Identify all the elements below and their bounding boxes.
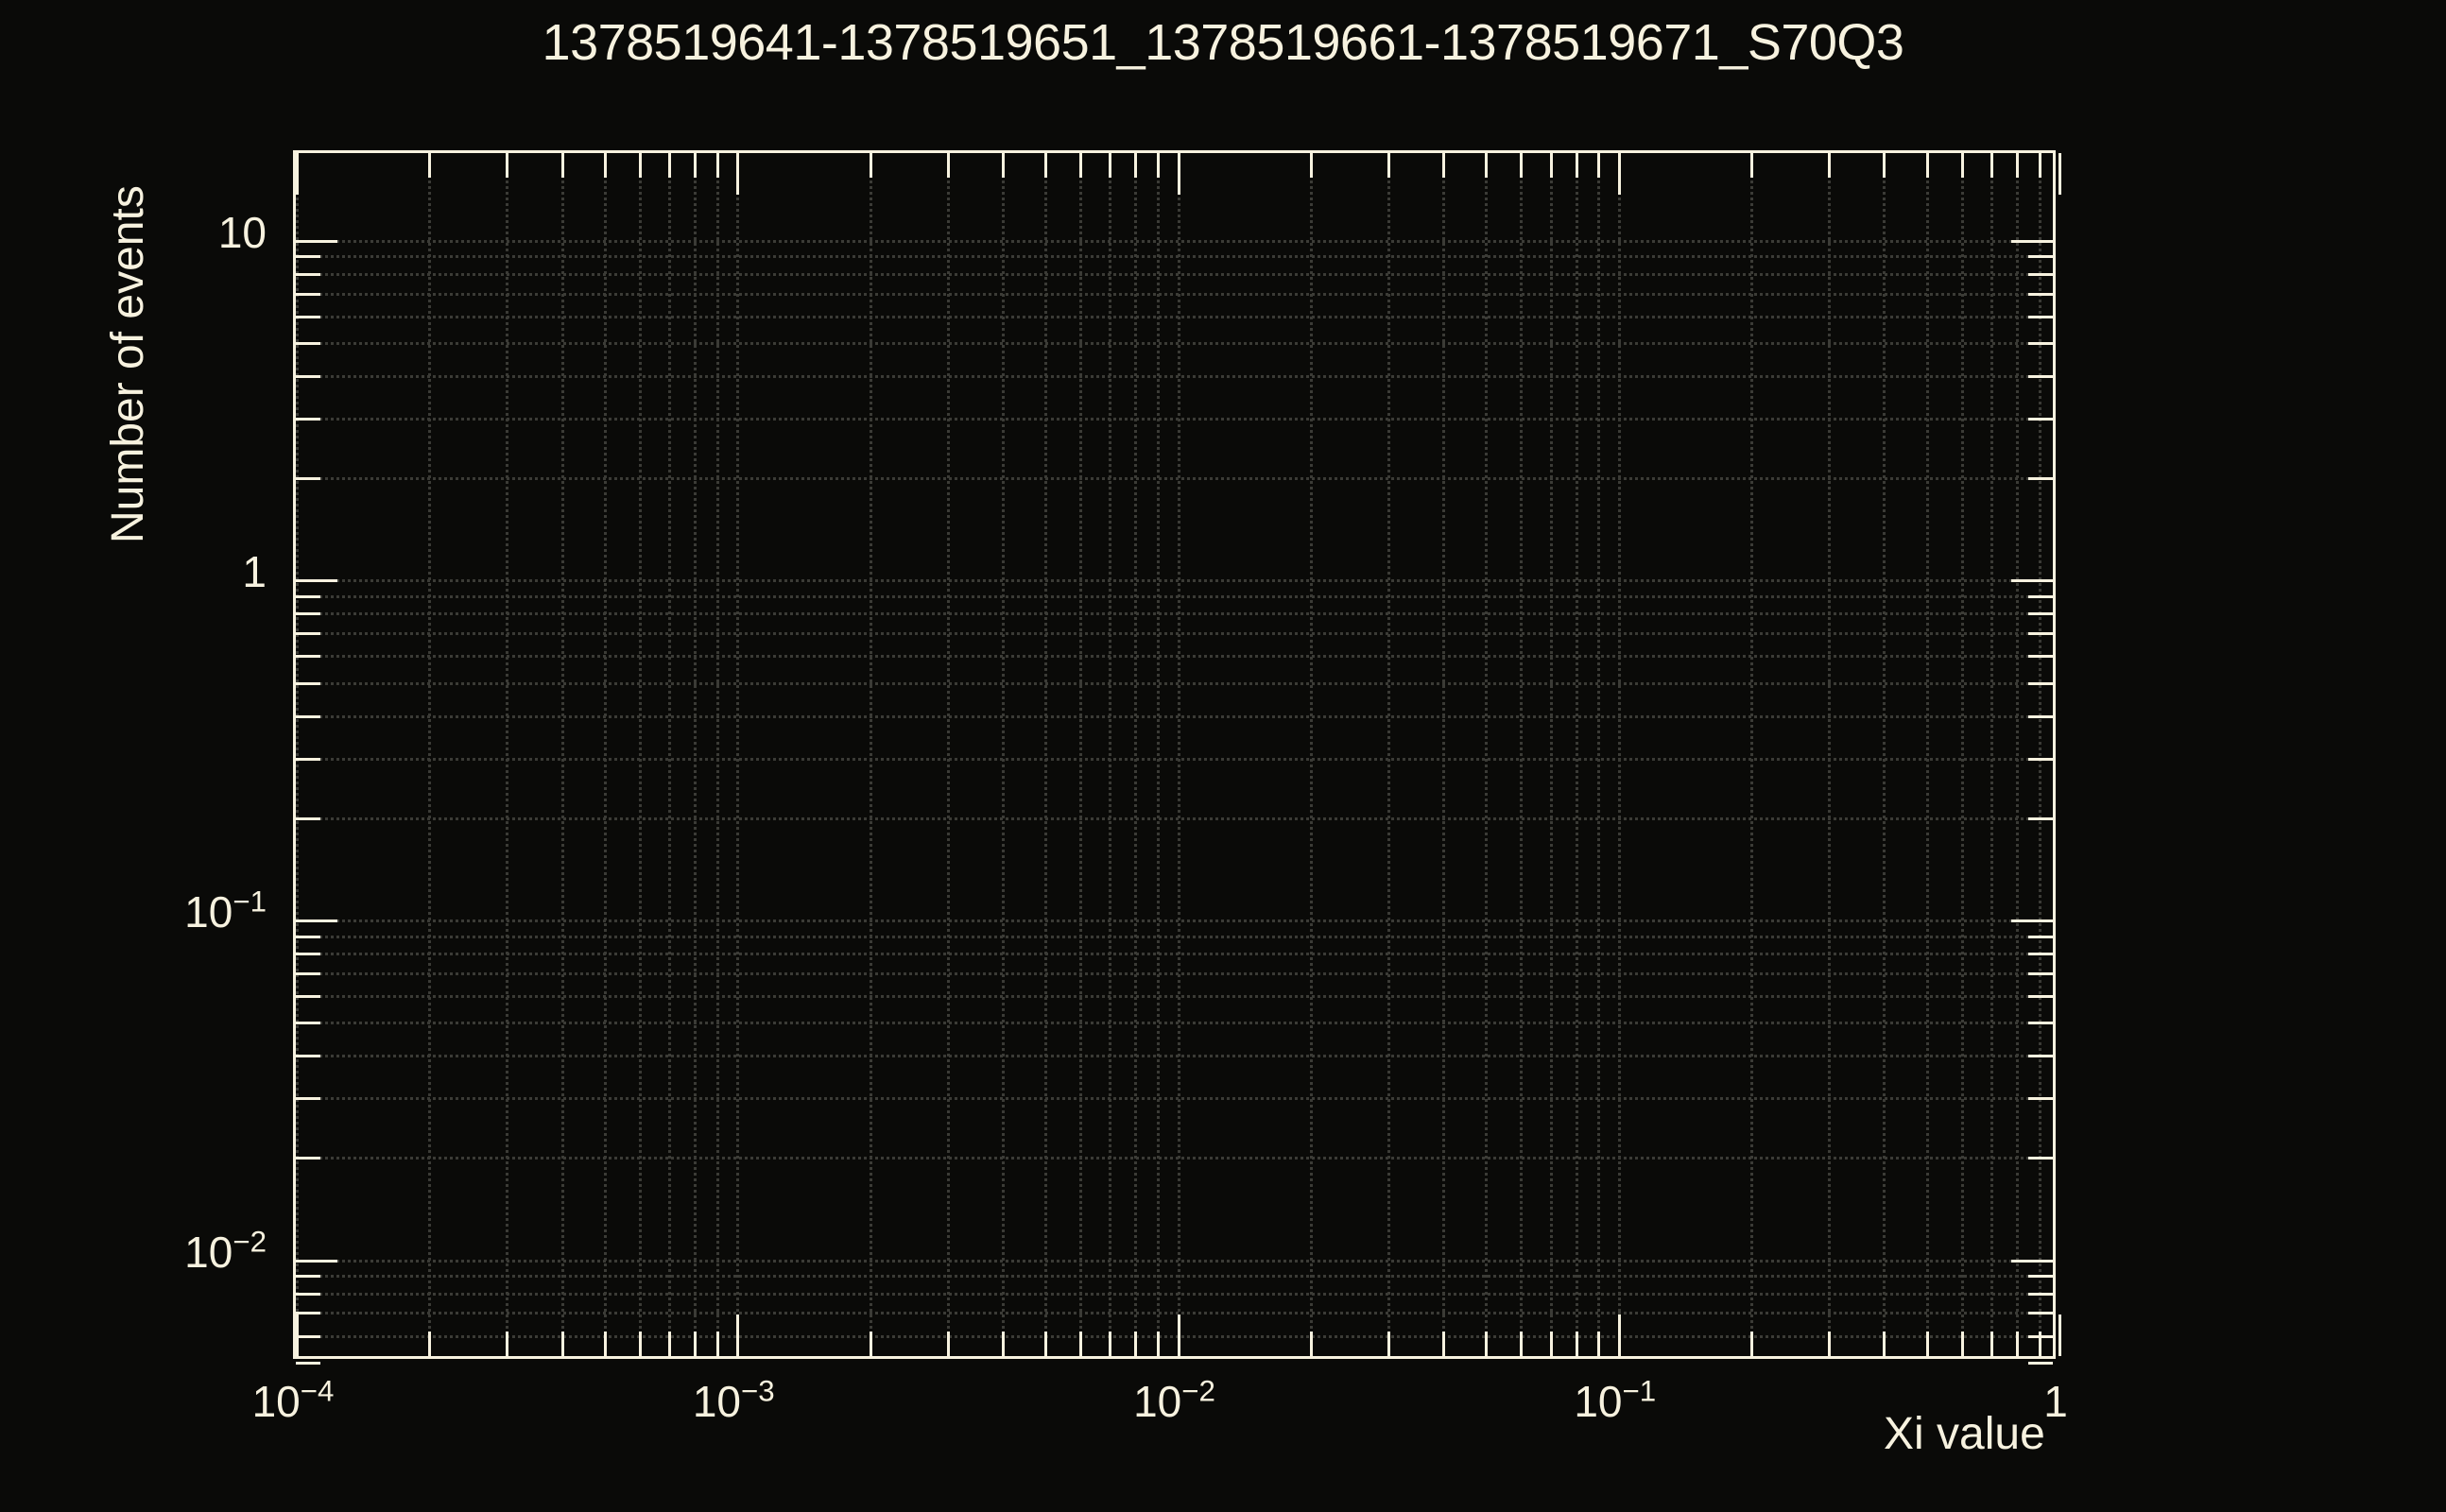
horizontal-gridline [296,374,2053,378]
vertical-gridline [638,153,642,1356]
vertical-gridline [1597,153,1601,1356]
vertical-gridline [1157,153,1161,1356]
horizontal-gridline [296,272,2053,276]
horizontal-gridline [296,1157,2053,1160]
vertical-gridline [946,153,950,1356]
horizontal-gridline [296,594,2053,598]
horizontal-gridline [296,1097,2053,1101]
y-axis-tick-label: 1 [242,547,267,597]
x-axis-tick-label: 10−3 [692,1374,775,1426]
vertical-gridline [2038,153,2041,1356]
x-axis-tick-label: 10−1 [1574,1374,1657,1426]
vertical-gridline [715,153,719,1356]
vertical-gridline [1044,153,1048,1356]
vertical-gridline [1617,153,1621,1356]
vertical-gridline [1079,153,1083,1356]
horizontal-gridline [296,239,2053,243]
vertical-gridline [296,153,299,1356]
horizontal-gridline [296,1292,2053,1296]
horizontal-gridline [296,315,2053,318]
vertical-gridline [1309,153,1313,1356]
horizontal-gridline [296,971,2053,975]
horizontal-gridline [296,342,2053,346]
vertical-gridline [1387,153,1390,1356]
vertical-gridline [560,153,564,1356]
vertical-gridline [1177,153,1180,1356]
vertical-gridline [603,153,607,1356]
y-axis-tick-label: 10−2 [184,1225,267,1277]
vertical-gridline [1520,153,1524,1356]
horizontal-gridline [296,681,2053,685]
x-axis-major-tick-top [2058,153,2061,195]
y-axis-tick-label: 10−1 [184,885,267,937]
horizontal-gridline [296,1055,2053,1058]
vertical-gridline [1442,153,1446,1356]
y-axis-tick-label: 10 [217,207,267,257]
vertical-gridline [1134,153,1138,1356]
vertical-gridline [694,153,698,1356]
vertical-gridline [506,153,509,1356]
page-title: 1378519641-1378519651_1378519661-1378519… [542,14,1904,71]
x-axis-tick-label: 1 [2043,1377,2068,1426]
vertical-gridline [668,153,672,1356]
horizontal-gridline [296,612,2053,616]
horizontal-gridline [296,935,2053,938]
vertical-gridline [1001,153,1005,1356]
horizontal-gridline [296,1259,2053,1263]
horizontal-gridline [296,1334,2053,1338]
vertical-gridline [1960,153,1964,1356]
vertical-gridline [1109,153,1112,1356]
horizontal-gridline [296,255,2053,259]
horizontal-gridline [296,714,2053,718]
horizontal-gridline [296,816,2053,820]
horizontal-gridline [296,1022,2053,1025]
horizontal-gridline [296,632,2053,636]
vertical-gridline [428,153,432,1356]
x-axis-major-tick [2058,1314,2061,1356]
vertical-gridline [1925,153,1929,1356]
horizontal-gridline [296,1312,2053,1315]
vertical-gridline [1485,153,1489,1356]
vertical-gridline [736,153,740,1356]
vertical-gridline [1883,153,1886,1356]
vertical-gridline [2015,153,2019,1356]
vertical-gridline [1549,153,1553,1356]
x-axis-tick-label: 10−2 [1133,1374,1215,1426]
horizontal-gridline [296,952,2053,955]
horizontal-gridline [296,579,2053,583]
horizontal-gridline [296,477,2053,481]
vertical-gridline [1990,153,1993,1356]
horizontal-gridline [296,757,2053,761]
x-axis-tick-label: 10−4 [251,1374,335,1426]
horizontal-gridline [296,292,2053,296]
y-axis-minor-tick [296,1362,320,1365]
horizontal-gridline [296,1275,2053,1279]
horizontal-gridline [296,655,2053,659]
vertical-gridline [1750,153,1754,1356]
horizontal-gridline [296,417,2053,421]
plot-frame [293,150,2061,1365]
vertical-gridline [1828,153,1832,1356]
x-axis-title: Xi value [1884,1409,2045,1459]
vertical-gridline [869,153,872,1356]
horizontal-gridline [296,919,2053,923]
horizontal-gridline [296,994,2053,998]
vertical-gridline [1575,153,1578,1356]
gridlines [296,153,2053,1356]
y-axis-minor-tick-right [2028,1362,2053,1365]
